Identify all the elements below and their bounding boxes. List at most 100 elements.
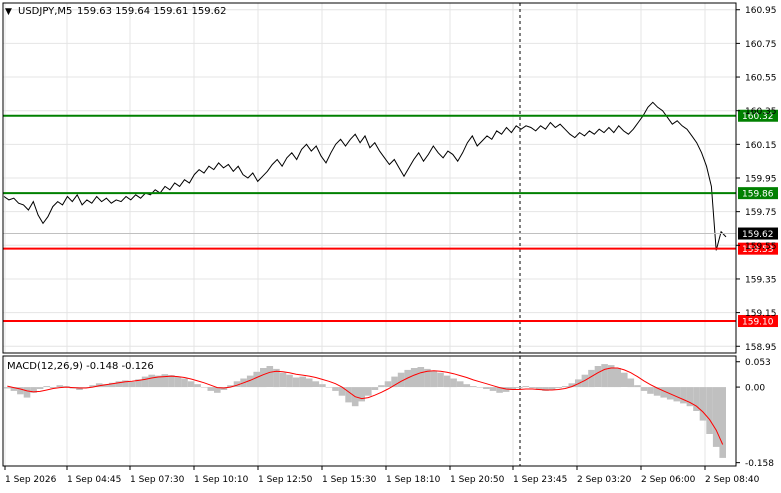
price-tick-label: 160.15 [745,141,777,151]
macd-bar [135,379,142,388]
macd-bar [417,367,425,388]
macd-bar [588,369,595,388]
macd-bar [155,375,162,388]
macd-bar [529,387,536,389]
macd-title: MACD(12,26,9) -0.148 -0.126 [7,361,154,372]
macd-bar [384,381,392,387]
macd-bar [594,366,602,387]
macd-bar [653,387,661,396]
macd-bar [693,387,700,411]
macd-bar [555,387,562,389]
axes: 160.95 160.75 160.55 160.35 160.15 159.95 159.… [2,2,777,485]
macd-bar [43,386,50,388]
macd-bar [719,387,726,458]
macd-bar [516,387,523,389]
ohlc-readout: 159.63 159.64 159.61 159.62 [77,6,227,17]
macd-bar [174,376,182,388]
level-lines[interactable]: 160.32 159.86 159.53 159.10 159.62 [3,109,778,328]
macd-panel-frame [2,355,737,467]
level-tag[interactable] [738,242,778,255]
macd-bar [483,387,490,389]
time-tick-label: 1 Sep 23:45 [513,475,567,485]
macd-bar [391,376,398,388]
macd-bar [200,387,208,388]
price-tick-label: 160.55 [745,74,777,84]
macd-bar [220,387,228,390]
macd-bar [338,387,346,396]
macd-bar [30,387,37,393]
macd-bar [378,385,385,388]
macd-bar [699,387,707,421]
time-tick-label: 1 Sep 2026 [5,475,57,485]
level-tag-label: 159.53 [742,245,774,255]
macd-bar [115,381,123,387]
macd-bar [17,387,24,395]
macd-bar [430,370,438,388]
macd-bar [647,387,654,394]
time-tick-label: 1 Sep 18:10 [386,475,441,485]
macd-bar [273,368,280,388]
macd-bar [76,387,83,390]
macd-bar [194,384,201,388]
macd-bar [279,372,287,387]
macd-bar [397,372,405,387]
macd-bar [253,371,260,388]
price-tick-label: 159.15 [745,309,777,319]
macd-bar [358,387,365,402]
macd-bar [607,365,615,388]
macd-bar [437,372,444,387]
macd-bar [266,366,274,387]
time-tick-label: 1 Sep 20:50 [450,475,505,485]
macd-bar [56,385,64,388]
macd-bar [706,387,713,434]
macd-bar [286,374,293,388]
macd-bar [312,381,320,387]
macd-bar [325,387,333,388]
price-tick-label: 160.35 [745,107,777,117]
level-tag-label: 159.10 [742,318,774,328]
macd-bar [470,386,477,388]
macd-tick-label: -0.158 [745,459,774,469]
time-tick-label: 1 Sep 15:30 [322,475,377,485]
macd-bar [680,387,687,404]
macd-bar [214,387,221,393]
macd-bar [673,387,681,402]
macd-bar [23,387,31,398]
macd-bar [489,387,497,391]
time-tick-label: 2 Sep 06:00 [641,475,696,485]
level-tag-label: 159.86 [742,190,774,200]
price-tick-label: 158.95 [745,343,777,353]
menu-arrow-icon[interactable]: ▼ [5,7,12,17]
macd-bar [535,387,543,390]
macd-bar [463,384,471,388]
symbol-label: USDJPY,M5 [18,6,72,17]
price-series [3,101,736,251]
macd-bar [260,368,267,388]
macd-bar [161,374,169,388]
time-tick-label: 2 Sep 03:20 [577,475,632,485]
macd-bar [634,385,641,388]
macd-bar [122,380,129,388]
macd-bar [424,368,431,388]
macd-bar [36,387,44,389]
level-tag[interactable] [738,109,778,122]
level-tag[interactable] [738,315,778,328]
price-tick-label: 159.55 [745,242,777,252]
level-tag-label: 160.32 [742,112,774,122]
macd-bar [128,381,136,388]
macd-bar [371,387,379,390]
level-tag[interactable] [738,187,778,200]
macd-signal-line [7,367,724,445]
macd-bar [246,375,254,388]
macd-bar [181,378,188,388]
macd-bar [207,387,215,391]
macd-bar [410,368,418,388]
time-tick-label: 1 Sep 04:45 [67,475,121,485]
macd-bar [345,387,352,403]
price-tick-label: 160.75 [745,40,777,50]
current-price-tag-label: 159.62 [742,230,774,240]
price-tick-label: 159.35 [745,275,777,285]
macd-bar [102,384,110,388]
